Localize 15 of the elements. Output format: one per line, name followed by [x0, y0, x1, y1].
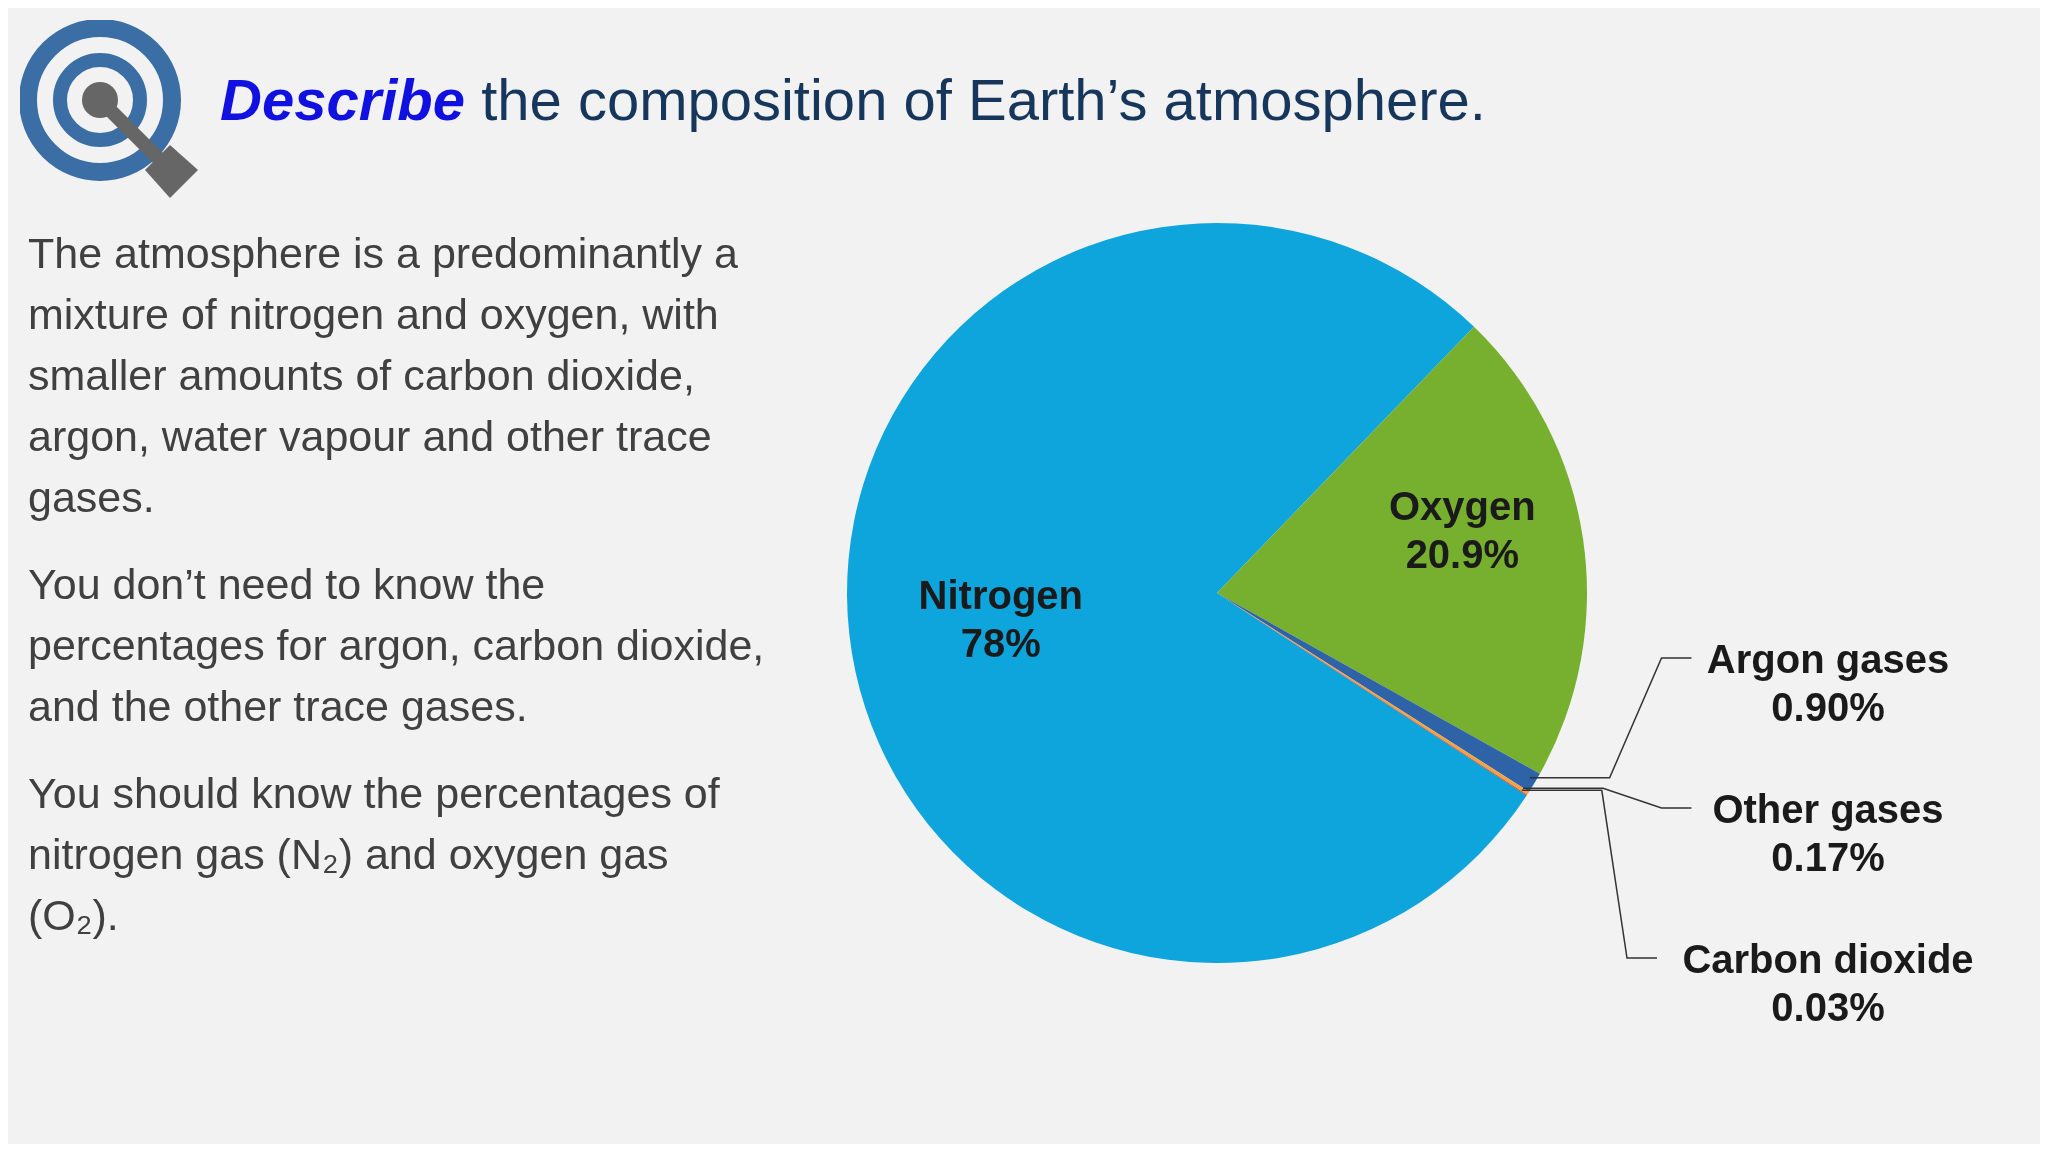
- chart-title: Describe the composition of Earth’s atmosphere.: [220, 66, 1486, 133]
- data-label: 0.03%: [1771, 985, 1885, 1029]
- slice-label: Nitrogen: [918, 573, 1084, 618]
- slice-label: Oxygen: [1388, 483, 1536, 528]
- slice-label: Argon gases: [1706, 637, 1950, 681]
- text: You should know the percentages of nitrogen gas (N₂) and oxygen gas (O₂).: [28, 768, 721, 941]
- data-label: 0.90%: [1771, 685, 1885, 729]
- slice-label: Carbon dioxide: [1682, 937, 1974, 981]
- data-label: 0.17%: [1771, 835, 1885, 879]
- data-label: 78%: [960, 621, 1041, 666]
- slice-label: Other gases: [1712, 787, 1944, 831]
- data-label: 20.9%: [1405, 531, 1520, 576]
- text: You don’t need to know the percentages for argon, carbon dioxide, and the other trace gases.: [28, 559, 766, 732]
- text: The atmosphere is a predominantly a mixture of nitrogen and oxygen, with smaller amounts of carbon dioxide, argon, water vapour and other trace gases.: [28, 228, 739, 523]
- pie-slice: [1217, 326, 1587, 774]
